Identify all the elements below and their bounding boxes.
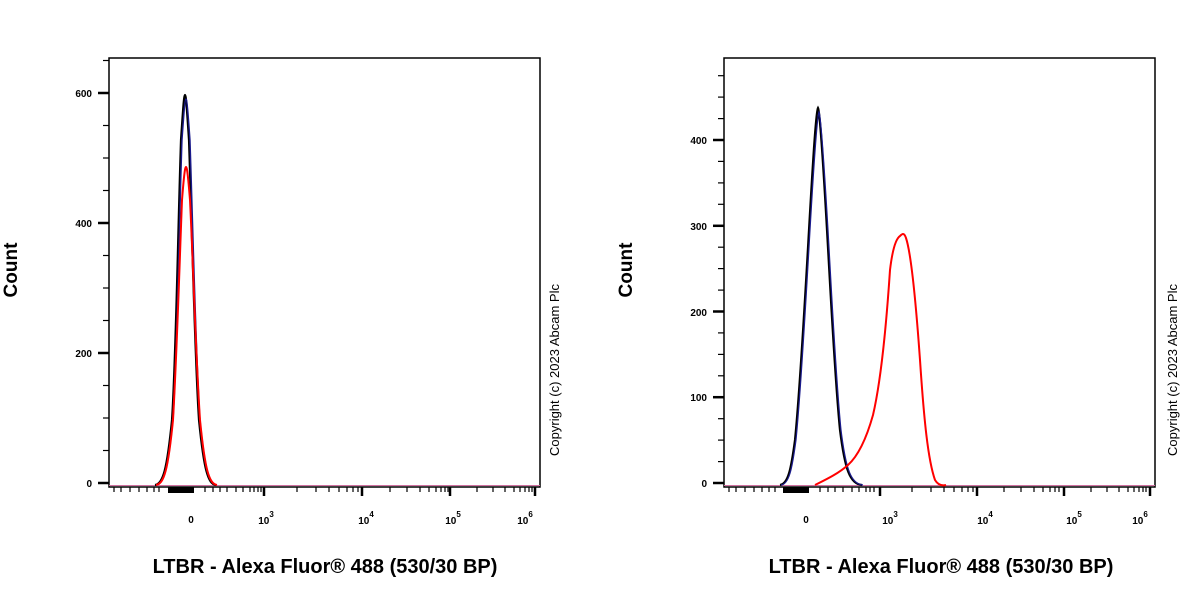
left-histogram: 0 200 400 600 0 1 [1,57,562,578]
left-ytick-200: 200 [75,349,92,360]
right-histogram: 0 100 200 300 400 0 103 [616,57,1180,578]
right-y-ticks [713,75,724,485]
right-ytick-0: 0 [701,479,707,490]
left-x-axis-title: LTBR - Alexa Fluor® 488 (530/30 BP) [153,556,498,578]
left-ytick-400: 400 [75,219,92,230]
left-curve-black [154,93,217,487]
right-plot-frame [723,57,1156,488]
left-ytick-0: 0 [86,479,92,490]
left-curve-blue [155,98,218,486]
right-ytick-300: 300 [690,222,707,233]
right-x-ticks [728,487,1152,496]
right-copyright: Copyright (c) 2023 Abcam Plc [1165,284,1180,456]
right-y-axis-title: Count [616,242,637,298]
left-y-axis-title: Count [1,242,22,298]
right-curve-black [779,105,863,487]
left-xtick-1e4: 104 [358,510,374,527]
left-curve-red [155,165,218,486]
right-xtick-1e6: 106 [1132,510,1148,527]
right-xtick-1e4: 104 [977,510,993,527]
right-xtick-0: 0 [803,515,809,526]
right-x-axis-title: LTBR - Alexa Fluor® 488 (530/30 BP) [769,556,1114,578]
left-plot-frame [108,57,541,488]
right-xtick-1e3: 103 [882,510,898,527]
right-ytick-200: 200 [690,308,707,319]
left-xtick-1e6: 106 [517,510,533,527]
left-y-ticks [98,59,109,485]
right-ytick-100: 100 [690,393,707,404]
left-xtick-0: 0 [188,515,194,526]
right-xtick-1e5: 105 [1066,510,1082,527]
right-curve-blue [780,110,864,486]
left-xtick-1e5: 105 [445,510,461,527]
left-ytick-600: 600 [75,89,92,100]
left-xtick-1e3: 103 [258,510,274,527]
left-x-ticks [113,487,537,496]
left-copyright: Copyright (c) 2023 Abcam Plc [547,284,562,456]
right-curve-red [814,233,947,487]
right-ytick-400: 400 [690,136,707,147]
